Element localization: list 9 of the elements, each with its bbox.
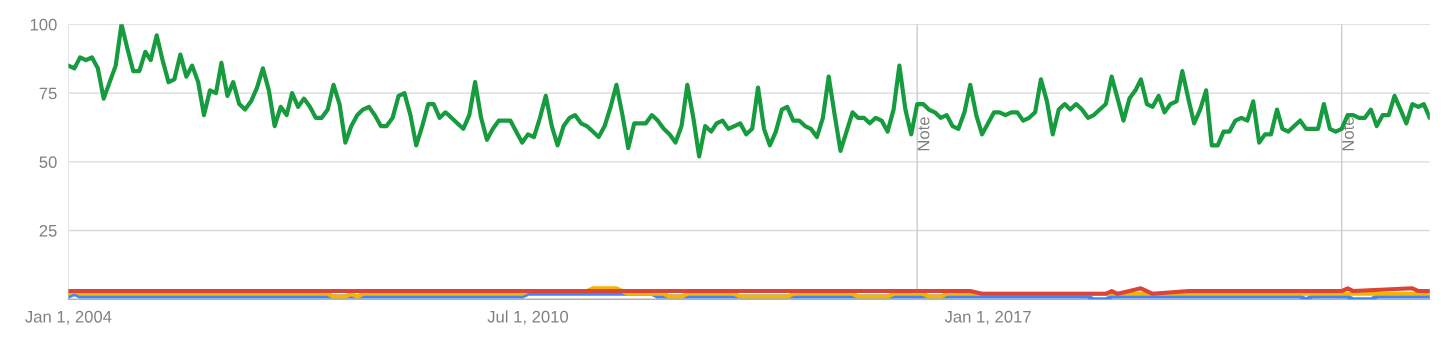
y-tick-label: 50 xyxy=(39,156,57,169)
x-tick-label: Jul 1, 2010 xyxy=(487,310,569,325)
ref-line-label: Note xyxy=(917,117,930,151)
line-series xyxy=(68,24,1430,159)
y-tick-label: 25 xyxy=(39,224,57,237)
x-tick-label: Jan 1, 2017 xyxy=(944,310,1031,325)
x-tick-label: Jan 1, 2004 xyxy=(25,310,112,325)
y-tick-label: 100 xyxy=(30,18,57,31)
y-tick-label: 75 xyxy=(39,87,57,100)
